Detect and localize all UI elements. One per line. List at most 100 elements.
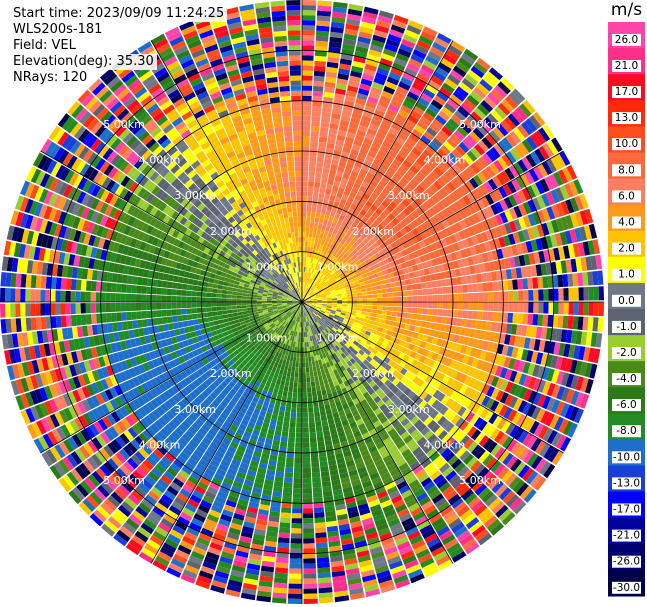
velocity-cell [405, 155, 416, 165]
velocity-cell [464, 74, 479, 86]
velocity-cell [435, 191, 444, 201]
velocity-cell [503, 356, 512, 368]
velocity-cell [465, 542, 480, 555]
velocity-cell [221, 481, 232, 490]
velocity-cell [251, 332, 258, 338]
velocity-cell [588, 302, 594, 316]
velocity-cell [381, 90, 393, 100]
velocity-cell [464, 247, 472, 257]
velocity-cell [107, 516, 122, 529]
velocity-cell [585, 256, 593, 271]
velocity-cell [429, 489, 442, 500]
velocity-cell [406, 356, 415, 365]
velocity-cell [426, 508, 440, 520]
velocity-cell [477, 507, 491, 521]
velocity-cell [555, 202, 565, 217]
velocity-cell [335, 452, 344, 460]
velocity-cell [472, 338, 480, 348]
velocity-cell [410, 429, 420, 439]
velocity-cell [419, 181, 429, 191]
velocity-cell [334, 212, 341, 219]
velocity-cell [341, 294, 347, 298]
velocity-cell [305, 293, 309, 299]
velocity-cell [559, 231, 568, 246]
velocity-cell [333, 273, 339, 279]
velocity-cell [304, 347, 308, 353]
velocity-cell [286, 355, 291, 362]
velocity-cell [303, 292, 306, 298]
velocity-cell [278, 537, 290, 544]
velocity-cell [428, 207, 437, 217]
velocity-cell [315, 349, 320, 356]
velocity-cell [260, 565, 275, 573]
velocity-cell [358, 241, 366, 248]
velocity-cell [389, 201, 398, 209]
velocity-cell [311, 237, 316, 243]
velocity-cell [115, 451, 127, 464]
velocity-cell [319, 187, 326, 194]
velocity-cell [327, 266, 333, 272]
velocity-cell [141, 372, 150, 382]
velocity-cell [206, 514, 219, 523]
velocity-cell [298, 311, 301, 317]
velocity-cell [305, 287, 308, 293]
velocity-cell [337, 299, 343, 302]
velocity-cell [541, 193, 551, 207]
velocity-cell [132, 398, 142, 409]
velocity-cell [315, 322, 320, 328]
velocity-cell [137, 526, 152, 539]
velocity-cell [259, 333, 265, 339]
velocity-cell [324, 258, 330, 264]
velocity-cell [469, 131, 481, 143]
velocity-cell [391, 419, 401, 428]
velocity-cell [476, 124, 489, 136]
velocity-cell [352, 277, 359, 282]
velocity-cell [349, 421, 358, 429]
velocity-cell [354, 346, 361, 353]
velocity-cell [445, 206, 455, 216]
velocity-cell [317, 572, 331, 579]
velocity-cell [340, 477, 351, 484]
velocity-cell [298, 306, 301, 312]
velocity-cell [401, 285, 408, 291]
velocity-cell [326, 308, 332, 312]
velocity-cell [140, 522, 154, 535]
velocity-cell [410, 337, 417, 345]
velocity-cell [436, 148, 448, 159]
velocity-cell [175, 413, 185, 423]
velocity-cell [275, 562, 289, 569]
velocity-cell [353, 319, 360, 324]
velocity-cell [179, 511, 193, 522]
velocity-cell [411, 128, 423, 139]
velocity-cell [462, 284, 468, 293]
velocity-cell [517, 278, 524, 290]
velocity-cell [445, 436, 456, 448]
velocity-cell [450, 178, 461, 189]
velocity-cell [181, 362, 189, 370]
velocity-cell [283, 338, 288, 345]
velocity-cell [408, 568, 423, 579]
velocity-cell [279, 342, 284, 348]
velocity-cell [305, 305, 310, 309]
velocity-cell [302, 115, 311, 121]
velocity-cell [467, 441, 478, 453]
velocity-cell [526, 136, 538, 150]
velocity-cell [527, 227, 535, 240]
velocity-cell [329, 314, 335, 318]
velocity-cell [336, 389, 343, 396]
velocity-cell [377, 372, 385, 380]
velocity-cell [554, 233, 563, 247]
velocity-cell [482, 75, 497, 88]
velocity-cell [304, 306, 308, 311]
velocity-cell [412, 302, 418, 308]
velocity-cell [382, 541, 396, 551]
velocity-cell [445, 470, 457, 482]
velocity-cell [266, 327, 273, 333]
velocity-cell [327, 300, 333, 302]
velocity-cell [349, 245, 356, 252]
velocity-cell [368, 499, 380, 508]
velocity-cell [167, 434, 178, 445]
velocity-cell [449, 359, 458, 369]
velocity-cell [312, 201, 318, 208]
velocity-cell [376, 196, 384, 204]
